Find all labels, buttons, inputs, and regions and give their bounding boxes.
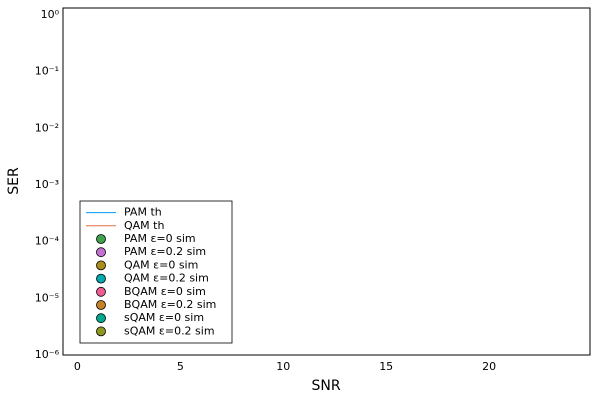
- legend-swatch: [96, 247, 106, 258]
- legend-label: PAM th: [124, 206, 162, 219]
- legend-swatch: [96, 300, 106, 310]
- legend-label: QAM th: [124, 219, 164, 232]
- legend-label: sQAM ε=0.2 sim: [124, 324, 215, 337]
- legend-label: BQAM ε=0.2 sim: [124, 298, 216, 311]
- x-tick-label: 15: [379, 360, 393, 373]
- legend-label: sQAM ε=0 sim: [124, 311, 204, 324]
- y-tick-label: 10⁻¹: [35, 65, 59, 78]
- y-axis-label: SER: [6, 167, 22, 195]
- y-tick-label: 10⁰: [41, 8, 60, 21]
- x-tick-label: 0: [74, 360, 81, 373]
- y-tick-label: 10⁻²: [35, 121, 59, 134]
- x-tick-label: 20: [482, 360, 496, 373]
- legend-swatch: [96, 286, 106, 297]
- legend-label: QAM ε=0 sim: [124, 258, 198, 271]
- legend-swatch: [96, 326, 106, 337]
- legend-swatch: [96, 234, 106, 244]
- y-tick-label: 10⁻³: [35, 178, 59, 191]
- x-tick-label: 5: [177, 360, 184, 373]
- legend-swatch: [96, 260, 106, 271]
- legend-label: PAM ε=0.2 sim: [124, 245, 206, 258]
- x-axis-label: SNR: [311, 378, 340, 394]
- legend-swatch: [96, 273, 106, 284]
- legend-swatch: [96, 313, 106, 324]
- y-tick-label: 10⁻⁶: [35, 348, 60, 361]
- legend-label: BQAM ε=0 sim: [124, 285, 206, 298]
- legend-label: QAM ε=0.2 sim: [124, 272, 209, 285]
- x-tick-label: 10: [276, 360, 290, 373]
- y-tick-label: 10⁻⁵: [35, 291, 59, 304]
- y-tick-label: 10⁻⁴: [35, 235, 60, 248]
- legend-label: PAM ε=0 sim: [124, 232, 196, 245]
